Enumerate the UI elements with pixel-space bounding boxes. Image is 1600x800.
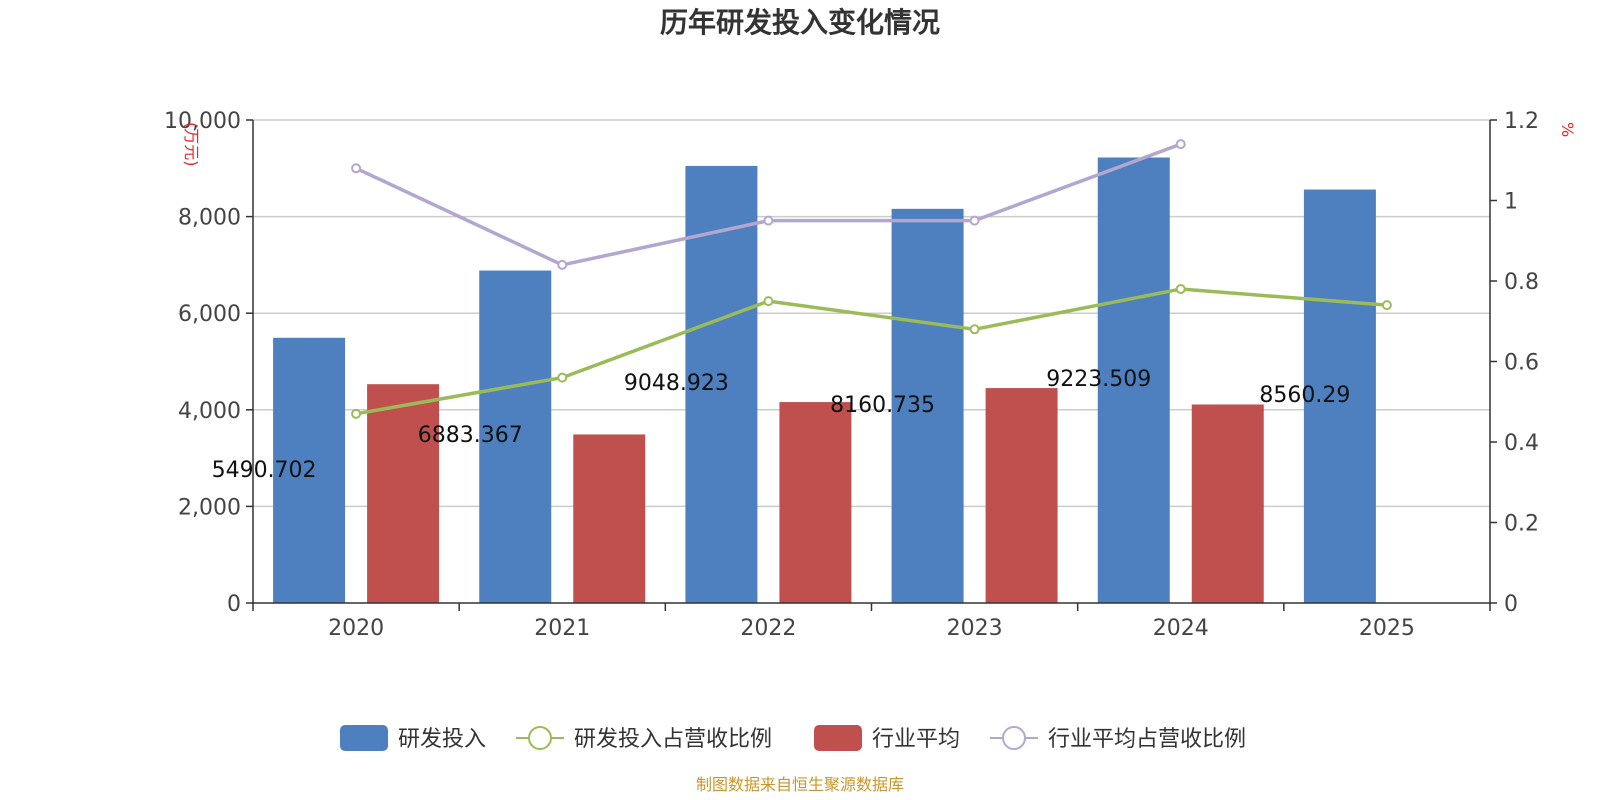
left-axis-unit: (万元) [182, 122, 201, 167]
legend-label: 行业平均占营收比例 [1048, 727, 1246, 752]
legend-industry-average: 行业平均 [814, 725, 960, 752]
bar-value-label: 8560.29 [1259, 383, 1350, 408]
legend-rd-ratio: 研发投入占营收比例 [516, 726, 772, 752]
x-tick-label: 2024 [1153, 616, 1209, 641]
rd-ratio-line [355, 287, 1388, 416]
bar-industry-average-2020 [367, 384, 440, 603]
rd-ratio-point [557, 372, 568, 383]
bar-value-label: 6883.367 [418, 423, 523, 448]
bar-rd-investment-2020 [273, 337, 346, 603]
industry-ratio-line [355, 142, 1182, 267]
bar-value-label: 9048.923 [624, 371, 729, 396]
bar-industry-average-2022 [779, 402, 852, 603]
industry-ratio-point [557, 259, 568, 270]
industry-ratio-point [1175, 139, 1186, 150]
bar-rd-investment-2025 [1303, 189, 1376, 603]
x-tick-label: 2023 [947, 616, 1003, 641]
bar-rd-investment-2024 [1097, 157, 1170, 603]
legend-swatch [340, 725, 388, 751]
x-tick-label: 2025 [1359, 616, 1415, 641]
legend-label: 研发投入占营收比例 [574, 727, 772, 752]
left-tick-label: 0 [227, 592, 241, 617]
line-series [351, 139, 1392, 419]
bar-rd-investment-2022 [685, 165, 758, 603]
right-tick-label: 0.8 [1504, 270, 1539, 295]
legend-marker [528, 726, 552, 750]
bar-series [273, 157, 1376, 604]
right-tick-label: 0.6 [1504, 351, 1539, 376]
bar-value-label: 8160.735 [830, 393, 935, 418]
left-tick-label: 8,000 [178, 206, 241, 231]
industry-ratio-point [351, 163, 362, 174]
right-axis-unit: % [1558, 122, 1577, 137]
bar-industry-average-2023 [985, 388, 1058, 603]
bar-industry-average-2024 [1191, 404, 1264, 603]
left-tick-label: 10,000 [164, 109, 241, 134]
right-tick-label: 0.2 [1504, 512, 1539, 537]
legend-marker [1002, 726, 1026, 750]
chart-title: 历年研发投入变化情况 [660, 6, 940, 39]
x-tick-label: 2021 [534, 616, 590, 641]
left-tick-label: 6,000 [178, 302, 241, 327]
industry-ratio-point [763, 215, 774, 226]
left-tick-label: 4,000 [178, 399, 241, 424]
legend-label: 研发投入 [398, 727, 486, 752]
legend: 研发投入 研发投入占营收比例 行业平均 行业平均占营收比例 [340, 725, 1246, 752]
data-labels: 5490.702 6883.367 9048.923 8160.735 9223.509… [212, 367, 1351, 483]
bar-rd-investment-2023 [891, 208, 964, 604]
legend-rd-investment: 研发投入 [340, 725, 486, 752]
bar-rd-investment-2021 [479, 270, 552, 603]
left-tick-label: 2,000 [178, 495, 241, 520]
x-tick-label: 2020 [328, 616, 384, 641]
bar-industry-average-2021 [573, 434, 646, 603]
industry-ratio-point [969, 215, 980, 226]
right-tick-label: 1.2 [1504, 109, 1539, 134]
bar-value-label: 9223.509 [1046, 367, 1151, 392]
rd-ratio-point [1175, 284, 1186, 295]
rd-ratio-point [351, 408, 362, 419]
data-source-note: 制图数据来自恒生聚源数据库 [696, 775, 904, 794]
right-tick-label: 0.4 [1504, 431, 1539, 456]
right-tick-label: 1 [1504, 190, 1518, 215]
legend-swatch [814, 725, 862, 751]
rd-ratio-point [763, 296, 774, 307]
legend-label: 行业平均 [872, 727, 960, 752]
rd-ratio-point [969, 324, 980, 335]
rd-ratio-point [1381, 300, 1392, 311]
right-tick-label: 0 [1504, 592, 1518, 617]
legend-industry-ratio: 行业平均占营收比例 [990, 726, 1246, 752]
axes: 0 2,000 4,000 6,000 8,000 10,000 0 0.2 0.4 0.6 0.8… [164, 109, 1539, 641]
x-tick-label: 2022 [740, 616, 796, 641]
bar-value-label: 5490.702 [212, 458, 317, 483]
